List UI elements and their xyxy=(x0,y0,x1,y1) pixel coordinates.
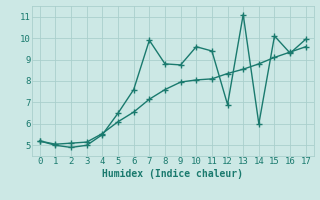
X-axis label: Humidex (Indice chaleur): Humidex (Indice chaleur) xyxy=(102,169,243,179)
